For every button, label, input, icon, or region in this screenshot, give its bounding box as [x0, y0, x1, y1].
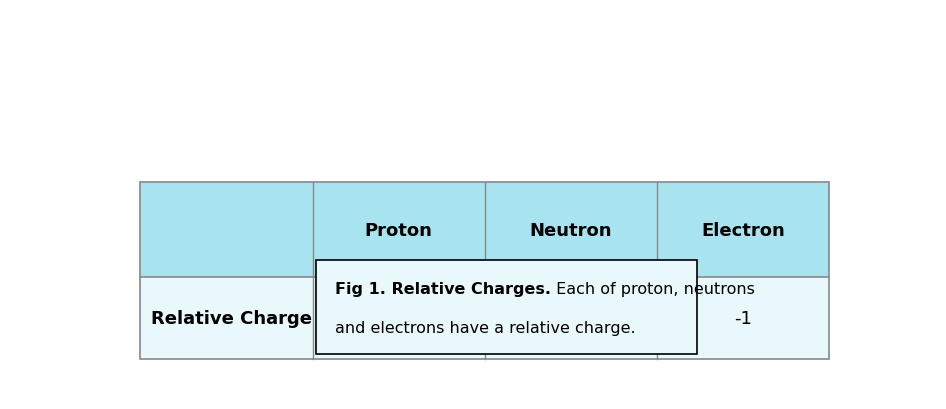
Text: Relative Charge: Relative Charge	[151, 309, 312, 327]
FancyBboxPatch shape	[140, 183, 830, 277]
Text: Neutron: Neutron	[530, 221, 612, 239]
Text: Electron: Electron	[701, 221, 785, 239]
Text: Fig 1. Relative Charges.: Fig 1. Relative Charges.	[335, 281, 551, 296]
FancyBboxPatch shape	[316, 260, 697, 355]
Text: Each of proton, neutrons: Each of proton, neutrons	[551, 281, 754, 296]
Text: and electrons have a relative charge.: and electrons have a relative charge.	[335, 321, 635, 336]
Text: Proton: Proton	[365, 221, 432, 239]
FancyBboxPatch shape	[140, 277, 830, 359]
Text: -1: -1	[734, 309, 752, 327]
Text: 1: 1	[393, 309, 404, 327]
Text: 0: 0	[566, 309, 577, 327]
